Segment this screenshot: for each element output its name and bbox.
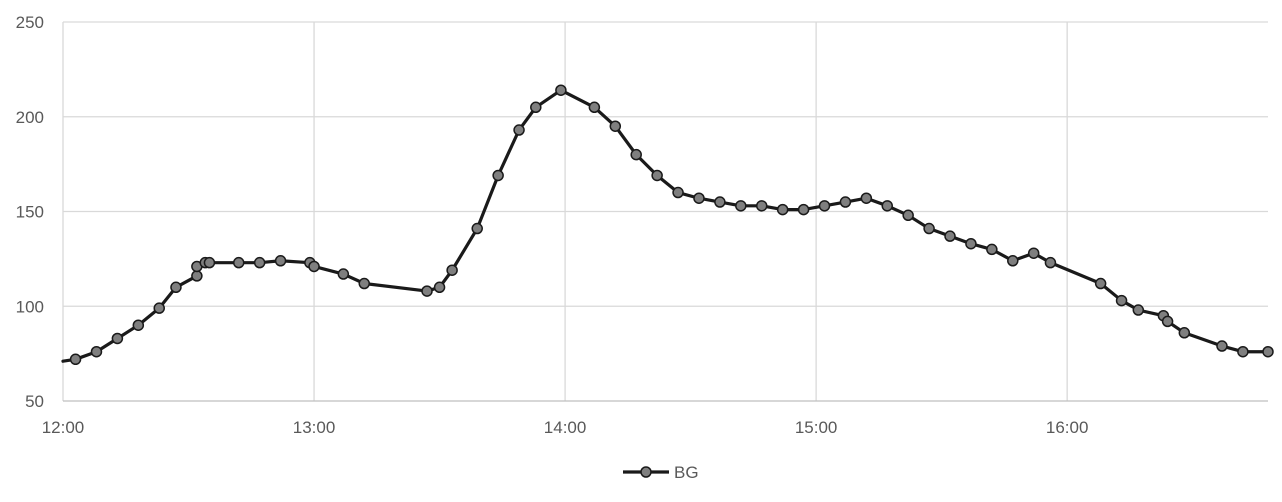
data-point: [203, 256, 216, 269]
data-point: [555, 84, 567, 96]
y-tick-label: 50: [25, 392, 44, 411]
gridlines: [62, 21, 1268, 401]
data-point: [839, 196, 852, 208]
data-point: [530, 101, 542, 114]
data-point: [274, 255, 287, 267]
data-point: [421, 285, 433, 297]
data-point: [1132, 304, 1145, 316]
data-point: [471, 222, 483, 235]
data-point: [358, 277, 370, 290]
x-tick-labels: 12:00 13:00 14:00 15:00 16:00: [42, 418, 1089, 437]
x-tick-label: 14:00: [544, 418, 587, 437]
data-point: [818, 200, 831, 212]
data-point: [860, 192, 873, 204]
data-point: [651, 169, 663, 182]
data-point: [111, 332, 124, 345]
data-point: [69, 353, 82, 366]
data-point: [672, 186, 684, 199]
data-point: [965, 237, 977, 250]
data-point: [797, 203, 810, 216]
data-point: [1237, 345, 1249, 358]
data-point: [1262, 345, 1274, 358]
data-point: [1027, 247, 1040, 259]
legend-marker-swatch: [640, 466, 652, 478]
x-tick-label: 12:00: [42, 418, 85, 437]
data-point: [776, 203, 789, 216]
data-point: [735, 200, 747, 212]
data-point: [1007, 255, 1019, 267]
data-point: [232, 256, 245, 269]
y-tick-label: 150: [16, 203, 44, 222]
data-point: [881, 200, 894, 212]
data-point: [446, 264, 458, 276]
data-point: [986, 243, 998, 256]
data-point: [1094, 277, 1107, 290]
data-point: [253, 256, 266, 269]
y-tick-label: 200: [16, 108, 44, 127]
data-point: [132, 319, 145, 331]
series-line: [61, 88, 1270, 363]
data-point: [90, 345, 103, 358]
data-point: [1115, 294, 1128, 307]
legend-label-bg: BG: [674, 463, 699, 482]
y-tick-label: 250: [16, 13, 44, 32]
data-point: [433, 281, 446, 294]
data-point: [1178, 327, 1191, 339]
data-point: [492, 169, 504, 182]
data-point: [513, 124, 525, 136]
data-point: [308, 260, 320, 273]
x-tick-label: 13:00: [293, 418, 336, 437]
data-point: [191, 270, 203, 282]
x-tick-label: 16:00: [1046, 418, 1089, 437]
data-point: [1216, 340, 1228, 352]
data-point: [714, 196, 726, 208]
data-point: [153, 302, 165, 314]
data-point: [1161, 315, 1174, 328]
data-point: [923, 222, 935, 235]
data-point: [588, 101, 601, 114]
data-point: [693, 192, 705, 204]
x-tick-label: 15:00: [795, 418, 838, 437]
series-bg: [61, 84, 1274, 366]
data-point: [170, 281, 182, 294]
data-point: [630, 148, 642, 161]
data-point: [1044, 256, 1057, 269]
data-point: [902, 209, 914, 222]
data-point: [337, 268, 350, 280]
data-point: [755, 200, 768, 212]
data-point: [609, 120, 622, 132]
data-point: [944, 230, 956, 242]
y-tick-labels: 50 100 150 200 250: [16, 13, 44, 411]
y-tick-label: 100: [16, 297, 44, 316]
legend: BG: [623, 463, 699, 482]
